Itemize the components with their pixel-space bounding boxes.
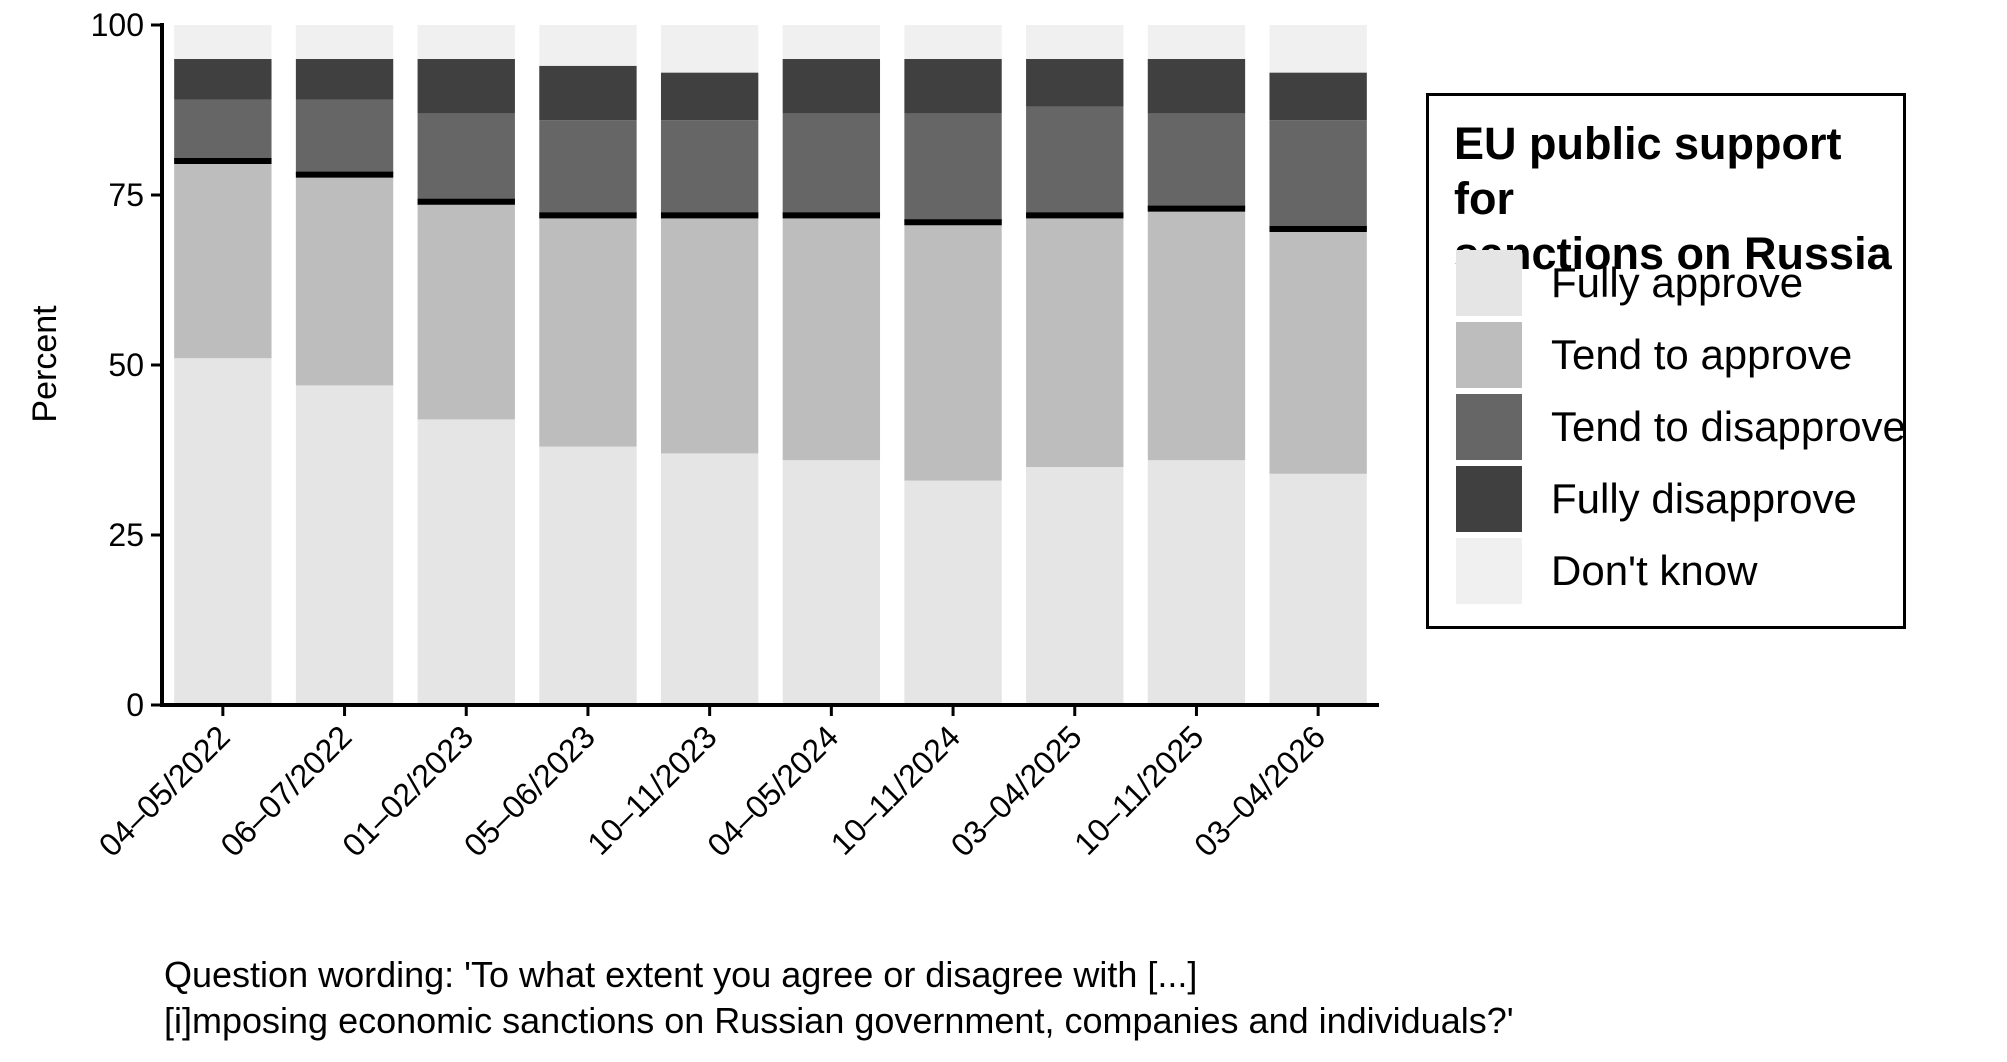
bar-segment-tend-to-approve-9	[1147, 208, 1246, 461]
y-tick-label-50: 50	[108, 347, 144, 383]
bar-segment-tend-to-disapprove-2	[295, 99, 394, 175]
bar-segment-fully-approve-6	[782, 460, 881, 705]
legend-label-fully-approve: Fully approve	[1551, 259, 1804, 306]
y-tick-label-25: 25	[108, 517, 144, 553]
bar-segment-tend-to-disapprove-5	[660, 120, 759, 216]
caption-line-1: Question wording: 'To what extent you ag…	[164, 954, 1198, 995]
bar-segment-tend-to-approve-3	[417, 201, 515, 420]
bar-segment-fully-disapprove-10	[1269, 72, 1367, 121]
legend-item-fully-approve: Fully approve	[1456, 250, 1896, 316]
legend-swatch-fully-disapprove	[1456, 466, 1522, 532]
x-axis-ticks: 04–05/202206–07/202201–02/202305–06/2023…	[92, 705, 1332, 863]
question-wording-caption: Question wording: 'To what extent you ag…	[164, 952, 1514, 1044]
bar-segment-fully-disapprove-3	[417, 59, 515, 114]
legend-swatch-dont-know	[1456, 538, 1522, 604]
bar-segment-don-t-know-2	[295, 25, 394, 59]
approval-threshold-lines	[174, 158, 1367, 232]
bar-segment-fully-disapprove-2	[295, 59, 394, 100]
bar-segment-fully-disapprove-6	[782, 59, 881, 114]
legend-label-dont-know: Don't know	[1551, 547, 1758, 594]
bar-segment-fully-approve-7	[904, 480, 1002, 705]
bar-segment-don-t-know-3	[417, 25, 515, 59]
bar-segment-fully-approve-1	[174, 358, 272, 705]
bar-segment-fully-disapprove-5	[660, 72, 759, 121]
legend-label-fully-disapprove: Fully disapprove	[1551, 475, 1857, 522]
bar-segment-fully-approve-5	[660, 453, 759, 705]
bar-segment-tend-to-disapprove-4	[539, 120, 637, 216]
bar-segment-fully-approve-4	[539, 446, 637, 705]
bar-segment-tend-to-disapprove-7	[904, 113, 1002, 223]
bar-segment-tend-to-approve-1	[174, 161, 272, 359]
y-tick-label-100: 100	[91, 7, 144, 43]
bar-segment-tend-to-disapprove-9	[1147, 113, 1246, 209]
bar-segment-tend-to-approve-2	[295, 174, 394, 386]
bar-segment-fully-approve-8	[1026, 467, 1124, 705]
bar-segment-tend-to-disapprove-8	[1026, 106, 1124, 216]
x-tick-label-2: 06–07/2022	[213, 718, 358, 863]
x-tick-label-1: 04–05/2022	[92, 718, 237, 863]
bar-segment-fully-approve-3	[417, 419, 515, 705]
caption-line-2: [i]mposing economic sanctions on Russian…	[164, 1000, 1514, 1041]
bar-segment-don-t-know-9	[1147, 25, 1246, 59]
bar-segment-tend-to-approve-4	[539, 215, 637, 447]
bar-segment-tend-to-disapprove-10	[1269, 120, 1367, 229]
bar-segment-tend-to-disapprove-3	[417, 113, 515, 202]
bar-segment-don-t-know-6	[782, 25, 881, 59]
bar-segment-fully-disapprove-9	[1147, 59, 1246, 114]
legend-title: EU public support for sanctions on Russi…	[1454, 116, 1899, 281]
legend-title-line-1: EU public support for	[1454, 118, 1842, 224]
bar-segment-don-t-know-5	[660, 25, 759, 73]
bar-segment-don-t-know-1	[174, 25, 272, 59]
legend-swatch-fully-approve	[1456, 250, 1522, 316]
x-tick-label-6: 04–05/2024	[700, 718, 845, 863]
legend-label-tend-to-disapprove: Tend to disapprove	[1551, 403, 1906, 450]
bar-segment-fully-disapprove-4	[539, 65, 637, 121]
bar-segment-fully-disapprove-1	[174, 59, 272, 100]
bars-layer	[174, 25, 1367, 705]
legend: EU public support for sanctions on Russi…	[1426, 93, 1906, 629]
bar-segment-tend-to-approve-8	[1026, 215, 1124, 467]
legend-item-dont-know: Don't know	[1456, 538, 1896, 604]
x-tick-label-3: 01–02/2023	[335, 718, 480, 863]
legend-item-fully-disapprove: Fully disapprove	[1456, 466, 1896, 532]
bar-segment-tend-to-disapprove-6	[782, 113, 881, 216]
bar-segment-don-t-know-10	[1269, 25, 1367, 73]
legend-item-tend-to-disapprove: Tend to disapprove	[1456, 394, 1906, 460]
bar-segment-tend-to-approve-6	[782, 215, 881, 461]
x-tick-label-4: 05–06/2023	[457, 718, 602, 863]
x-tick-label-8: 03–04/2025	[944, 718, 1089, 863]
bar-segment-tend-to-approve-7	[904, 222, 1002, 481]
y-tick-label-0: 0	[126, 687, 144, 723]
bar-segment-fully-approve-9	[1147, 460, 1246, 705]
bar-segment-fully-approve-10	[1269, 473, 1367, 705]
bar-segment-fully-disapprove-7	[904, 59, 1002, 114]
bar-segment-don-t-know-4	[539, 25, 637, 66]
bar-segment-tend-to-approve-10	[1269, 229, 1367, 474]
y-tick-label-75: 75	[108, 177, 144, 213]
y-axis-ticks: 0 25 50 75 100	[91, 7, 162, 723]
bar-segment-don-t-know-8	[1026, 25, 1124, 59]
legend-swatch-tend-to-approve	[1456, 322, 1522, 388]
legend-item-tend-to-approve: Tend to approve	[1456, 322, 1896, 388]
legend-swatch-tend-to-disapprove	[1456, 394, 1522, 460]
bar-segment-tend-to-disapprove-1	[174, 99, 272, 161]
bar-segment-fully-approve-2	[295, 385, 394, 705]
bar-segment-tend-to-approve-5	[660, 215, 759, 454]
y-axis-label: Percent	[26, 305, 64, 423]
x-tick-label-10: 03–04/2026	[1187, 718, 1332, 863]
legend-label-tend-to-approve: Tend to approve	[1551, 331, 1853, 378]
legend-title-line-2: sanctions on Russia	[1454, 228, 1892, 279]
bar-segment-fully-disapprove-8	[1026, 59, 1124, 107]
bar-segment-don-t-know-7	[904, 25, 1002, 59]
